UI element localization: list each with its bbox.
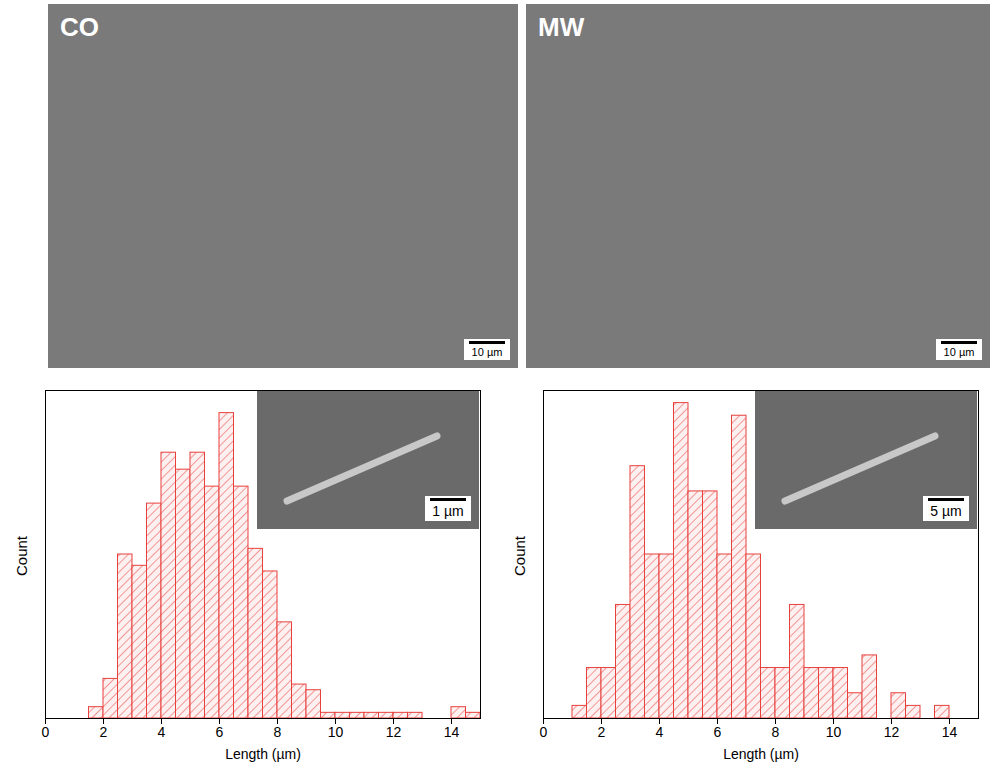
svg-text:6: 6 (714, 724, 722, 740)
html-text:10 µm: 10 µm (943, 346, 975, 358)
svg-text:14: 14 (444, 724, 460, 740)
svg-text:10: 10 (328, 724, 344, 740)
svg-text:12: 12 (386, 724, 402, 740)
svg-text:0: 0 (540, 724, 548, 740)
svg-text:0: 0 (42, 724, 50, 740)
html-text:CO: CO (60, 12, 99, 42)
svg-text:6: 6 (216, 724, 224, 740)
html-text:Count: Count (13, 536, 30, 576)
svg-text:14: 14 (942, 724, 958, 740)
svg-text:8: 8 (274, 724, 282, 740)
html-text:Count: Count (511, 536, 528, 576)
html-text:10 µm: 10 µm (471, 346, 503, 358)
svg-text:2: 2 (100, 724, 108, 740)
svg-text:10: 10 (826, 724, 842, 740)
svg-text:Length (µm): Length (µm) (723, 746, 799, 762)
html-text:1 µm: 1 µm (432, 503, 464, 519)
html-text:5 µm: 5 µm (930, 503, 962, 519)
svg-text:12: 12 (884, 724, 900, 740)
svg-text:2: 2 (598, 724, 606, 740)
svg-text:Length (µm): Length (µm) (225, 746, 301, 762)
html-text:MW: MW (538, 12, 585, 42)
svg-text:4: 4 (656, 724, 664, 740)
svg-text:8: 8 (772, 724, 780, 740)
svg-text:4: 4 (158, 724, 166, 740)
